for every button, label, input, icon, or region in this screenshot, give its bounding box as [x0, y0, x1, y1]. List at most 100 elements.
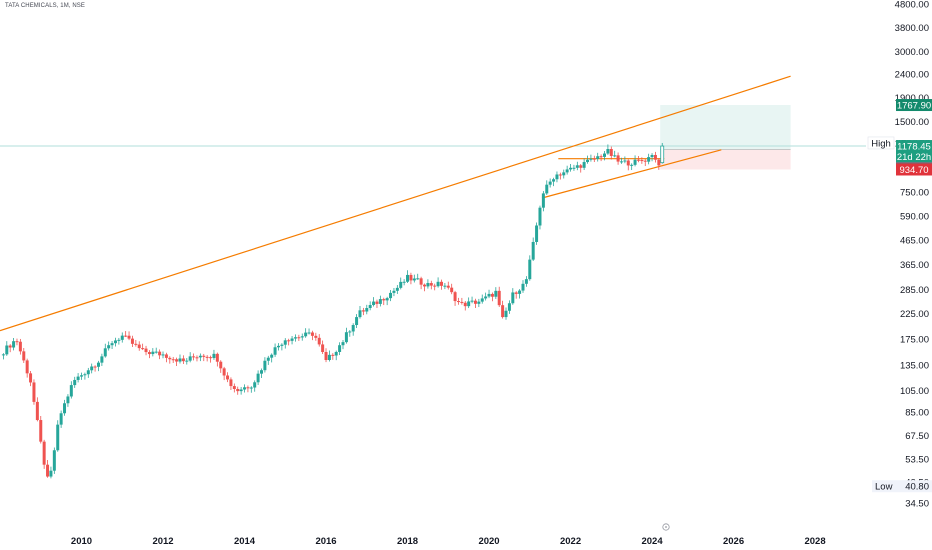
price-tick-label: 34.50	[905, 499, 929, 510]
candle-body	[643, 160, 647, 162]
candle-body	[202, 355, 206, 357]
candle	[412, 274, 416, 283]
candle-body	[161, 354, 165, 356]
candle	[164, 352, 168, 363]
candle	[103, 343, 107, 358]
candle	[358, 306, 362, 319]
time-tick-label: 2026	[723, 536, 744, 547]
candle-body	[246, 387, 250, 389]
candle	[321, 340, 325, 354]
candle-body	[327, 354, 331, 360]
candle	[419, 276, 423, 290]
candle	[473, 298, 477, 308]
candle-body	[259, 370, 263, 374]
candle-body	[63, 403, 67, 414]
candle-body	[110, 343, 114, 346]
candle	[35, 397, 39, 422]
candle-body	[480, 298, 484, 302]
candle-body	[389, 292, 393, 299]
candle-body	[1, 354, 5, 356]
candle	[480, 294, 484, 304]
candle	[297, 334, 301, 341]
candle	[497, 286, 501, 307]
candle	[402, 279, 406, 286]
position-profit-zone	[660, 105, 791, 150]
candle-body	[518, 290, 522, 294]
candle-body	[555, 174, 559, 180]
candle	[619, 157, 623, 164]
candle-body	[304, 332, 308, 337]
candle-body	[46, 464, 50, 477]
candle-body	[297, 337, 301, 339]
candle-body	[49, 470, 53, 477]
candle-body	[565, 169, 569, 173]
candle-body	[552, 179, 556, 182]
candle-body	[338, 345, 342, 352]
candle	[365, 304, 369, 315]
candle	[266, 355, 270, 365]
candle	[229, 377, 233, 391]
candle-body	[365, 308, 369, 312]
candle-body	[392, 290, 396, 293]
time-axis[interactable]: 2010 2012 2014 2016 2018 2020 2022 2024 2026 2028	[71, 536, 826, 547]
candle-body	[657, 159, 661, 166]
reset-chart-button[interactable]	[662, 523, 670, 531]
candle	[32, 379, 36, 405]
candle	[113, 337, 117, 347]
candle	[293, 334, 297, 342]
candle-body	[426, 283, 430, 287]
candle	[310, 330, 314, 341]
candle	[154, 347, 158, 354]
candle	[130, 335, 134, 347]
candle-body	[168, 357, 172, 360]
candle-body	[113, 340, 117, 344]
candle	[446, 281, 450, 290]
candle-body	[164, 354, 168, 358]
candle-body	[175, 359, 179, 362]
price-tick-label: 67.50	[905, 431, 929, 442]
long-position-layer	[660, 105, 791, 170]
candle-body	[494, 290, 498, 297]
target-price-tag-bg	[896, 99, 932, 112]
candle	[307, 328, 311, 335]
candle	[8, 344, 12, 353]
price-axis[interactable]: 4800.00 3800.00 3000.00 2400.00 1900.00 1500.…	[895, 0, 929, 510]
price-tick-label: 1900.00	[895, 93, 929, 104]
candle	[334, 350, 338, 361]
candle	[137, 341, 141, 351]
candle	[653, 151, 657, 163]
candle	[107, 341, 111, 351]
candle	[558, 172, 562, 180]
candle	[141, 343, 145, 351]
trendline-3	[541, 149, 722, 199]
candle	[127, 331, 131, 341]
candle	[606, 144, 610, 155]
candle	[555, 171, 559, 183]
candle-body	[324, 351, 328, 360]
candle-body	[39, 420, 43, 442]
price-tick-label: 285.00	[900, 285, 929, 296]
candle	[239, 387, 243, 395]
candle	[494, 287, 498, 299]
candle	[518, 289, 522, 299]
candle	[650, 153, 654, 162]
candle	[236, 386, 240, 395]
candle	[120, 332, 124, 343]
candle	[134, 339, 138, 347]
candle	[249, 386, 253, 393]
candle	[548, 178, 552, 188]
candle-body	[280, 344, 284, 346]
candle-body	[317, 337, 321, 345]
candle	[433, 283, 437, 291]
candle-body	[331, 354, 335, 356]
candle-body	[32, 382, 36, 402]
candle	[572, 164, 576, 171]
candle	[215, 352, 219, 367]
candle-body	[151, 351, 155, 355]
candle	[280, 343, 284, 351]
candle-body	[596, 156, 600, 159]
candle-body	[504, 310, 508, 318]
candle	[368, 301, 372, 311]
price-tick-label: 3800.00	[895, 23, 929, 34]
